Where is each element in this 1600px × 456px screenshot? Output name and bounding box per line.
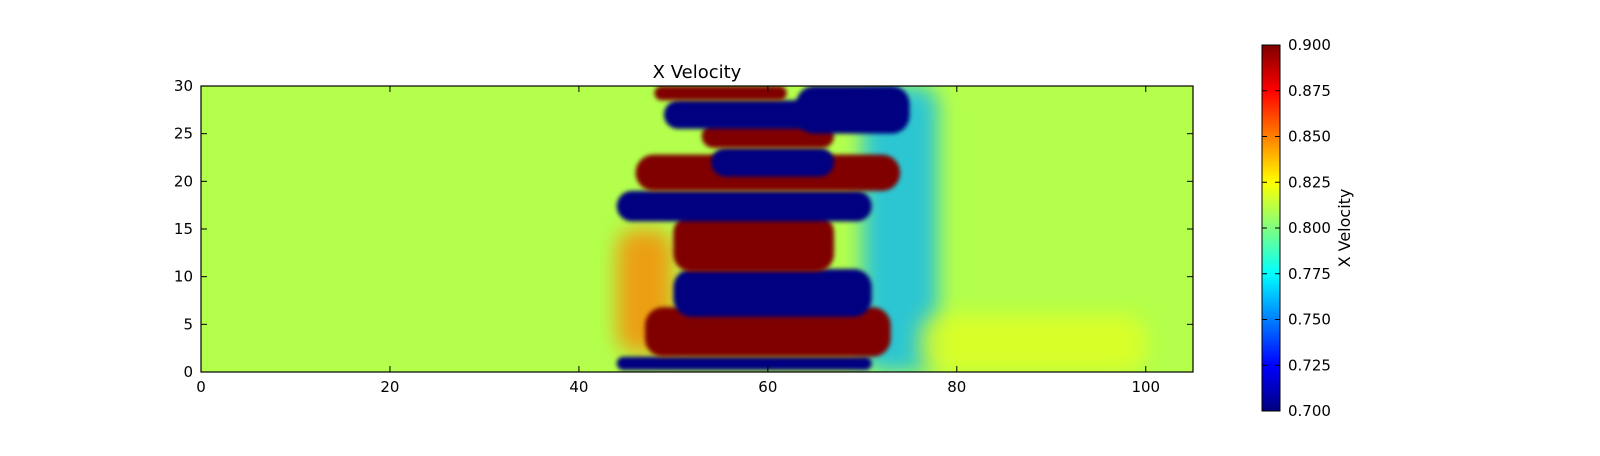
colorbar-tick-label: 0.800	[1288, 219, 1331, 237]
colorbar-tick-label: 0.775	[1288, 265, 1331, 283]
field-feature	[673, 269, 872, 317]
field-feature	[663, 100, 816, 129]
y-tick-label: 5	[183, 315, 193, 333]
field-feature	[673, 214, 834, 272]
field-feature	[616, 190, 872, 222]
x-axis: 0 20 40 60 80 100	[196, 86, 1160, 396]
y-tick-label: 30	[174, 77, 193, 95]
y-tick-label: 20	[174, 172, 193, 190]
colorbar-tick-label: 0.875	[1288, 82, 1331, 100]
colorbar-label: X Velocity	[1335, 189, 1354, 268]
heatmap-plot-area	[201, 86, 1193, 372]
y-axis: 0 5 10 15 20 25 30	[174, 77, 1193, 381]
x-tick-label: 60	[758, 378, 777, 396]
colorbar-ticks: 0.700 0.725 0.750 0.775 0.800 0.825 0.850 0.875…	[1262, 36, 1331, 420]
field-feature	[654, 86, 787, 101]
x-tick-label: 20	[380, 378, 399, 396]
x-tick-label: 80	[947, 378, 966, 396]
x-tick-label: 0	[196, 378, 206, 396]
field-feature	[645, 307, 891, 357]
y-tick-label: 0	[183, 363, 193, 381]
colorbar: 0.700 0.725 0.750 0.775 0.800 0.825 0.850 0.875…	[1261, 36, 1354, 420]
velocity-field	[201, 86, 1193, 372]
colorbar-tick-label: 0.850	[1288, 128, 1331, 146]
colorbar-tick-label: 0.900	[1288, 36, 1331, 54]
field-feature	[616, 356, 872, 371]
y-tick-label: 15	[174, 220, 193, 238]
x-tick-label: 100	[1131, 378, 1160, 396]
field-feature	[919, 314, 1146, 372]
colorbar-tick-label: 0.825	[1288, 173, 1331, 191]
y-tick-label: 10	[174, 268, 193, 286]
field-feature	[796, 86, 910, 134]
colorbar-tick-label: 0.750	[1288, 311, 1331, 329]
x-tick-label: 40	[569, 378, 588, 396]
colorbar-tick-label: 0.725	[1288, 356, 1331, 374]
field-feature	[701, 124, 834, 148]
chart-title: X Velocity	[653, 62, 742, 83]
y-tick-label: 25	[174, 125, 193, 143]
colorbar-tick-label: 0.700	[1288, 402, 1331, 420]
field-feature	[711, 147, 834, 177]
